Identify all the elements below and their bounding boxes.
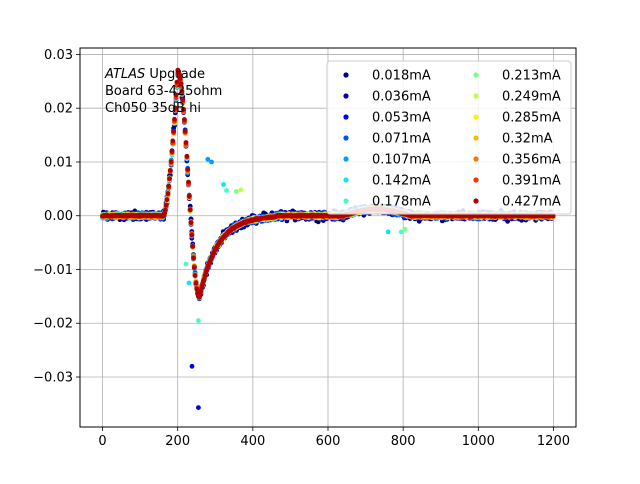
chart-figure: 0200400600800100012000.030.020.010.00−0.… xyxy=(0,0,640,480)
scatter-plot: 0200400600800100012000.030.020.010.00−0.… xyxy=(0,0,640,480)
